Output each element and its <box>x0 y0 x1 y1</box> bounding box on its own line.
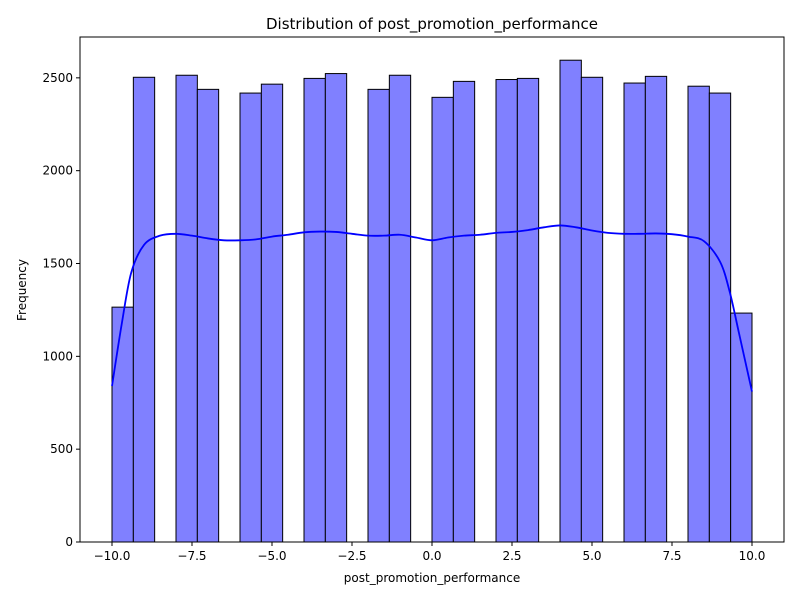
bars-group <box>111 59 753 543</box>
histogram-bar <box>580 76 604 543</box>
x-tick-label: 7.5 <box>662 549 681 563</box>
kde-curve <box>111 224 753 392</box>
x-tick-label: −5.0 <box>257 549 286 563</box>
histogram-bar <box>452 80 476 543</box>
y-tick-label: 2000 <box>42 164 73 178</box>
histogram-bar <box>708 92 732 543</box>
histogram-bar <box>111 306 134 543</box>
histogram-bar <box>516 77 540 543</box>
histogram-bar <box>644 75 668 543</box>
histogram-bar <box>559 59 582 543</box>
x-axis-label: post_promotion_performance <box>344 571 520 585</box>
x-tick-label: 0.0 <box>422 549 441 563</box>
x-axis-ticks: −10.0 −7.5 −5.0 −2.5 0.0 2.5 5.0 7.5 10.0 <box>94 542 766 563</box>
y-tick-label: 1000 <box>42 349 73 363</box>
y-tick-label: 2500 <box>42 71 73 85</box>
y-tick-label: 1500 <box>42 257 73 271</box>
histogram-bar <box>196 88 220 543</box>
histogram-bar <box>175 74 198 543</box>
histogram-bar <box>239 92 262 543</box>
x-tick-label: −10.0 <box>94 549 131 563</box>
histogram-bar <box>495 79 518 543</box>
chart-title: Distribution of post_promotion_performan… <box>266 15 598 34</box>
y-axis-label: Frequency <box>15 259 29 321</box>
histogram-bar <box>431 96 454 543</box>
x-tick-label: 2.5 <box>502 549 521 563</box>
histogram-bar <box>687 85 710 543</box>
y-tick-label: 0 <box>65 535 73 549</box>
histogram-bar <box>324 73 348 543</box>
histogram-bar <box>260 83 284 543</box>
x-tick-label: 5.0 <box>582 549 601 563</box>
x-tick-label: 10.0 <box>739 549 766 563</box>
histogram-bar <box>388 74 412 543</box>
histogram-bar <box>132 76 156 543</box>
x-tick-label: −2.5 <box>337 549 366 563</box>
y-axis-ticks: 0 500 1000 1500 2000 2500 <box>42 71 80 549</box>
histogram-bar <box>367 88 390 543</box>
histogram-bar <box>623 82 646 543</box>
y-tick-label: 500 <box>50 442 73 456</box>
histogram-bar <box>303 77 326 543</box>
x-tick-label: −7.5 <box>177 549 206 563</box>
